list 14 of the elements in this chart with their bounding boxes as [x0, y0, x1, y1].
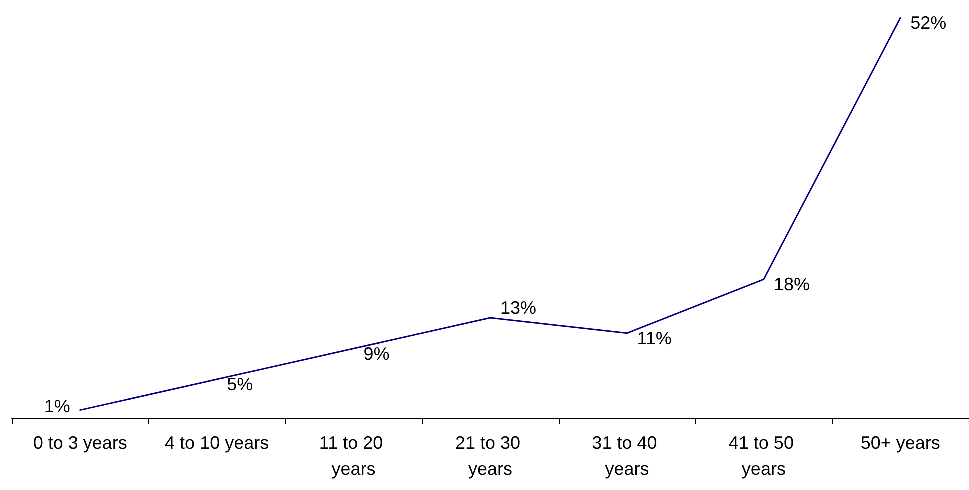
x-tick-label: 31 to 40 years — [592, 433, 662, 479]
x-tick-label: 41 to 50 years — [728, 433, 799, 479]
data-label: 11% — [637, 328, 672, 348]
x-tick-label: 21 to 30 years — [455, 433, 526, 479]
data-label: 52% — [910, 13, 947, 33]
x-tick-label: 0 to 3 years — [33, 433, 128, 453]
x-tick-label: 11 to 20 years — [319, 433, 388, 479]
data-label: 13% — [500, 298, 537, 318]
data-label: 18% — [774, 274, 810, 295]
data-label: 9% — [364, 344, 390, 364]
x-tick-label: 50+ years — [860, 433, 940, 453]
data-label: 1% — [44, 396, 70, 416]
data-label: 5% — [227, 374, 254, 395]
x-tick-label: 4 to 10 years — [165, 433, 270, 453]
